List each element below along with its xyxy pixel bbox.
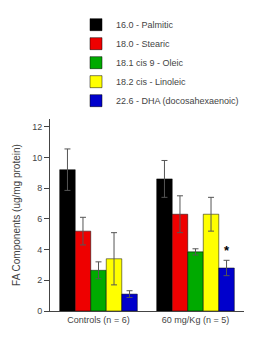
svg-text:18.2 cis - Linoleic: 18.2 cis - Linoleic xyxy=(116,77,186,87)
svg-text:4: 4 xyxy=(37,245,42,255)
svg-text:6: 6 xyxy=(37,214,42,224)
svg-text:18.0 - Stearic: 18.0 - Stearic xyxy=(116,39,170,49)
svg-text:0: 0 xyxy=(37,306,42,316)
svg-text:18.1 cis 9 - Oleic: 18.1 cis 9 - Oleic xyxy=(116,58,184,68)
svg-text:16.0 - Palmitic: 16.0 - Palmitic xyxy=(116,20,174,30)
svg-text:Controls (n = 6): Controls (n = 6) xyxy=(67,315,129,325)
svg-text:12: 12 xyxy=(32,122,42,132)
svg-text:FA Components (ug/mg protein): FA Components (ug/mg protein) xyxy=(11,144,22,286)
svg-text:8: 8 xyxy=(37,183,42,193)
svg-text:22.6 - DHA (docosahexaenoic): 22.6 - DHA (docosahexaenoic) xyxy=(116,96,239,106)
svg-text:*: * xyxy=(224,243,230,258)
svg-text:60 mg/Kg (n = 5): 60 mg/Kg (n = 5) xyxy=(162,315,229,325)
svg-text:10: 10 xyxy=(32,153,42,163)
svg-text:2: 2 xyxy=(37,275,42,285)
